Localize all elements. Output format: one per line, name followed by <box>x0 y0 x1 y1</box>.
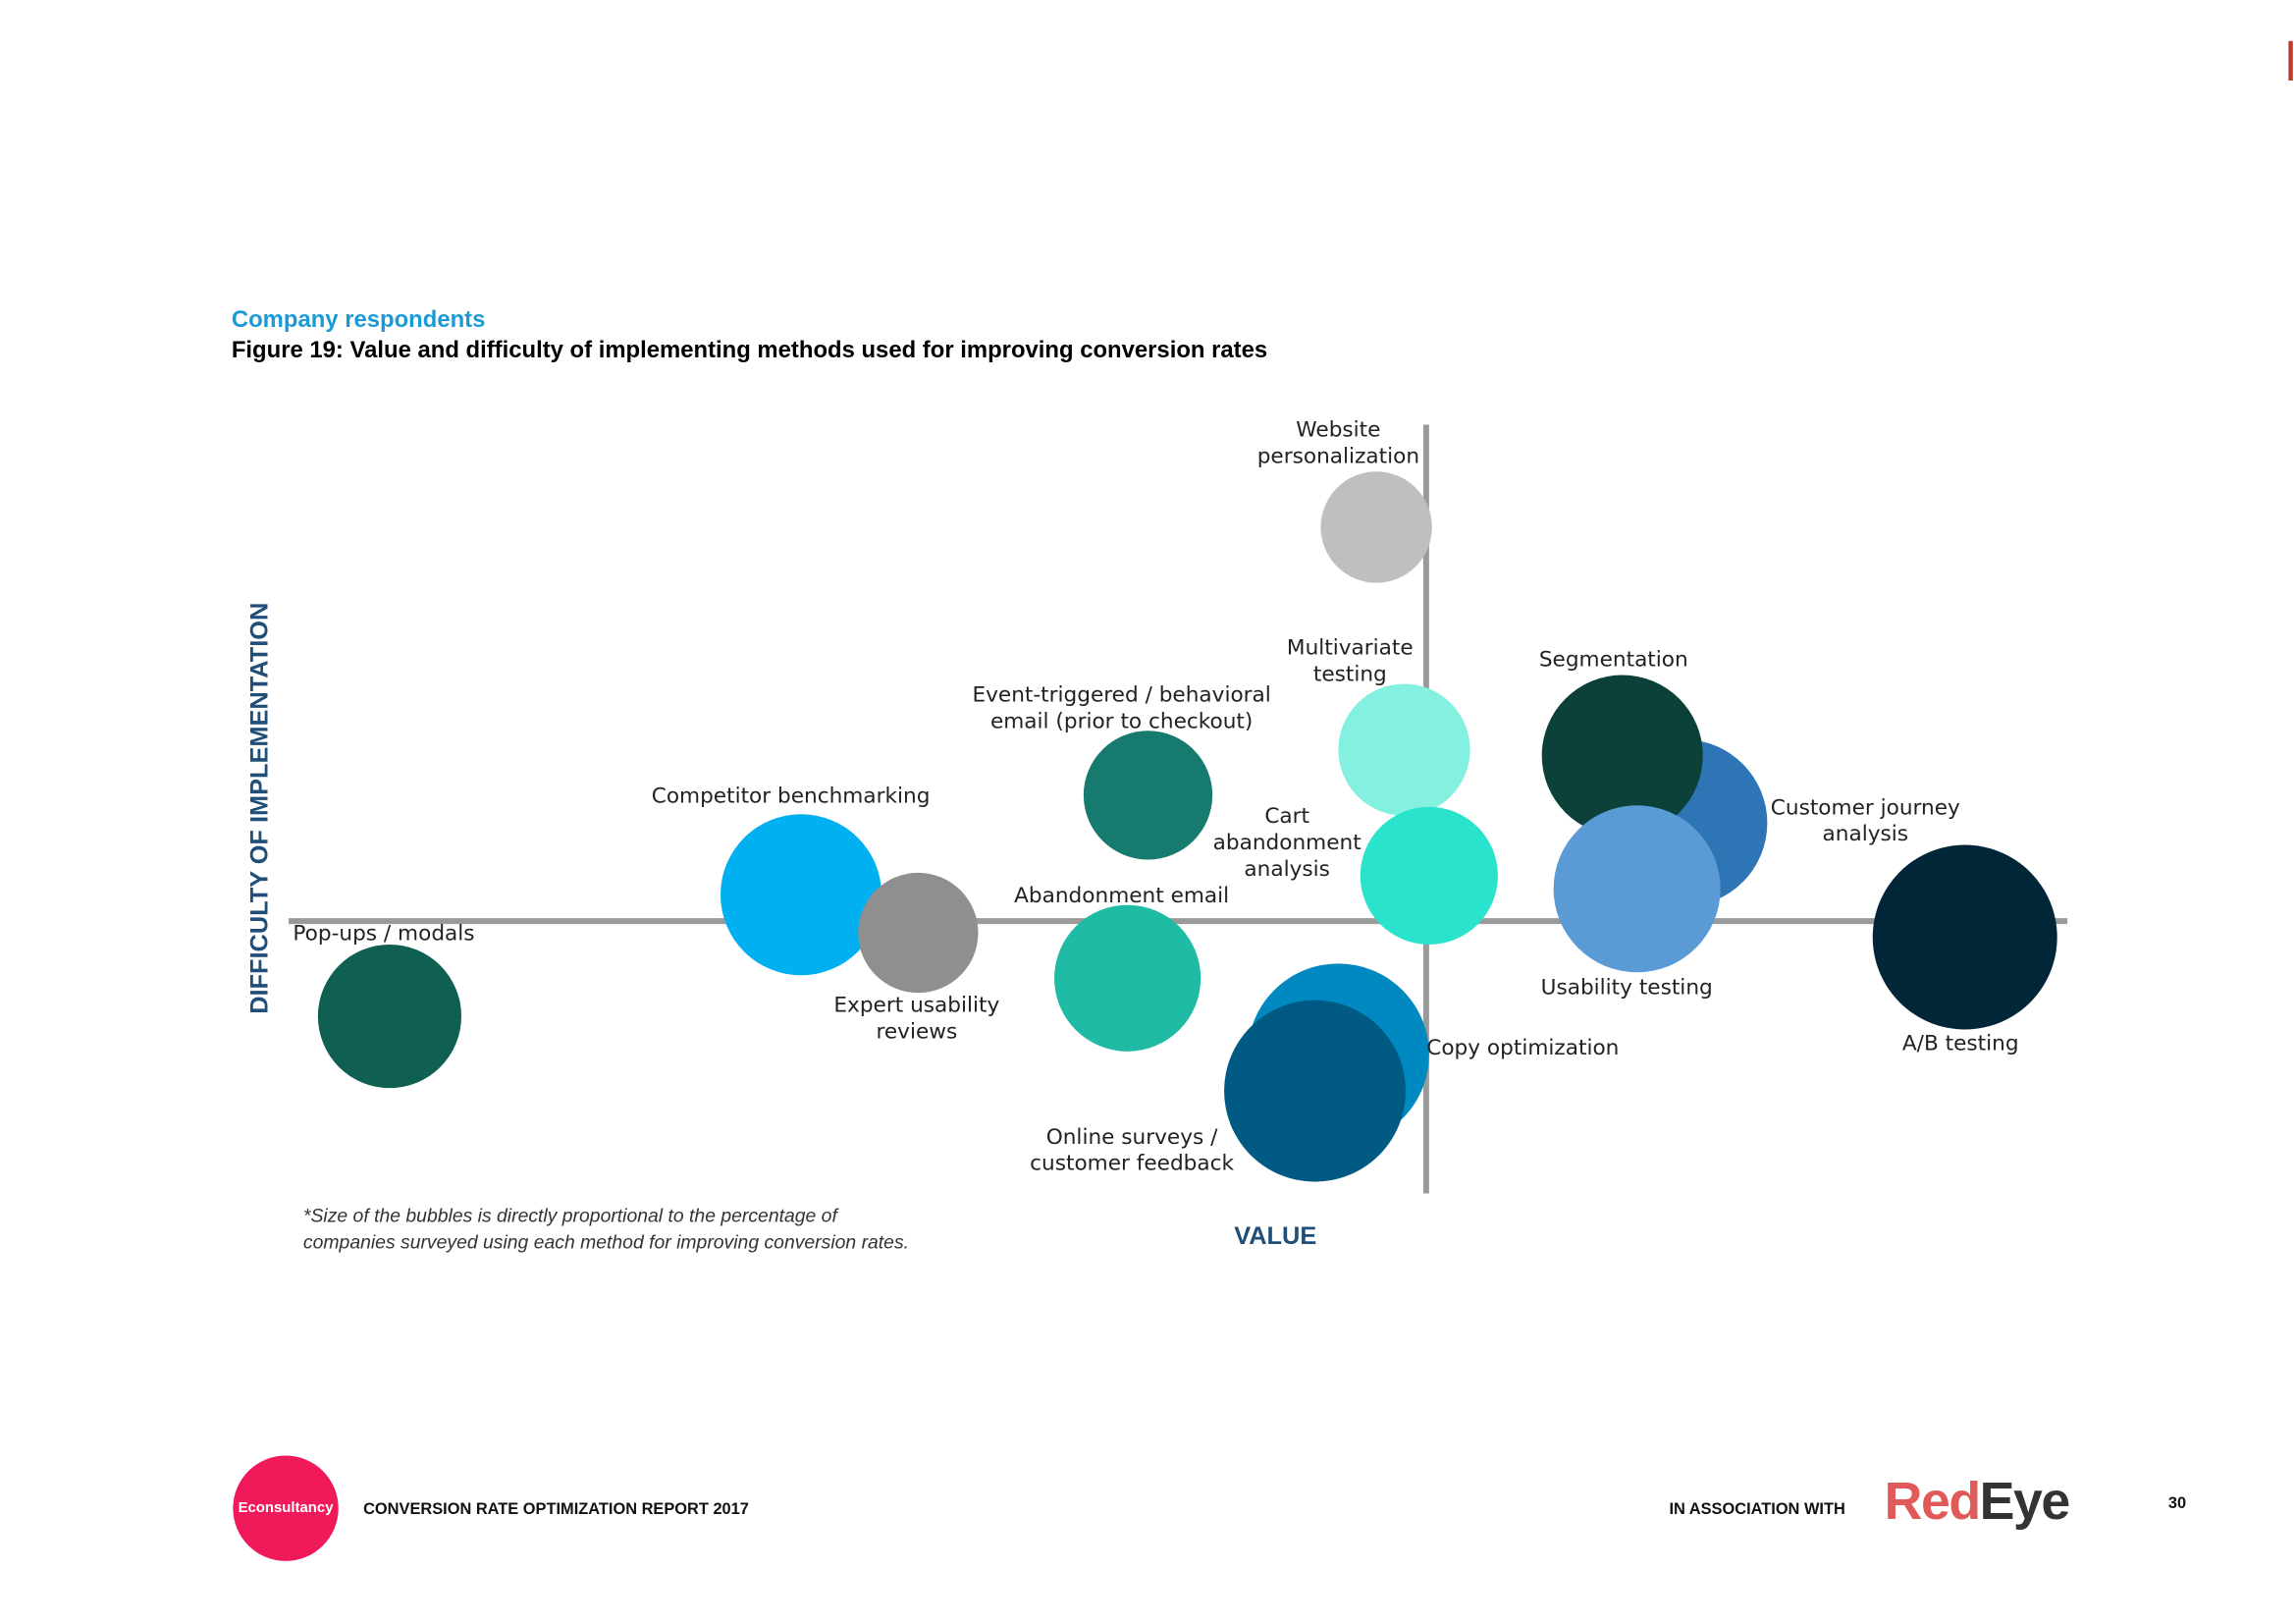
partner-red: Red <box>1885 1472 1980 1531</box>
bubble <box>1338 683 1470 816</box>
x-axis-label: VALUE <box>1234 1222 1316 1250</box>
bubble <box>317 944 462 1089</box>
bubble <box>1224 1000 1406 1182</box>
logo-circle <box>233 1455 339 1561</box>
bubble-label: personalization <box>1257 444 1419 468</box>
bubble-label: analysis <box>1244 857 1330 882</box>
bubble-label: Copy optimization <box>1426 1036 1619 1060</box>
bubble-label: Cart <box>1264 804 1309 829</box>
bubble-label: customer feedback <box>1030 1152 1234 1176</box>
y-axis-label: DIFFICULTY OF IMPLEMENTATION <box>245 603 273 1014</box>
bubble <box>858 872 979 994</box>
bubble-label: testing <box>1313 663 1387 687</box>
edge-mark <box>2288 40 2293 81</box>
footnote: *Size of the bubbles is directly proport… <box>303 1206 840 1227</box>
report-name: CONVERSION RATE OPTIMIZATION REPORT 2017 <box>363 1500 749 1518</box>
bubble-label: Online surveys / <box>1046 1125 1218 1150</box>
bubble-label: Competitor benchmarking <box>652 784 931 808</box>
bubbles <box>317 471 2057 1182</box>
page-number: 30 <box>2168 1494 2186 1512</box>
figure-title: Figure 19: Value and difficulty of imple… <box>232 337 1267 363</box>
bubble-label: Abandonment email <box>1014 884 1229 908</box>
bubble-label: Usability testing <box>1541 976 1713 1001</box>
bubble-label: abandonment <box>1213 831 1362 855</box>
bubble-label: Multivariate <box>1287 636 1414 661</box>
bubble-label: Expert usability <box>833 994 999 1018</box>
bubble-label: Event-triggered / behavioral <box>972 682 1270 707</box>
bubble-label: A/B testing <box>1902 1031 2019 1056</box>
bubble <box>1054 904 1201 1052</box>
bubble <box>1541 675 1703 837</box>
bubble-label: Segmentation <box>1539 648 1688 673</box>
bubble-label: email (prior to checkout) <box>990 709 1253 733</box>
bubble-label: Customer journey <box>1771 795 1960 820</box>
footnote: companies surveyed using each method for… <box>303 1231 909 1253</box>
association: IN ASSOCIATION WITH <box>1669 1500 1844 1518</box>
bubble-label: Pop-ups / modals <box>293 922 474 947</box>
subtitle: Company respondents <box>232 306 486 333</box>
logo-text: Econsultancy <box>239 1500 335 1516</box>
bubble-label: analysis <box>1823 822 1908 846</box>
bubble <box>1083 731 1213 860</box>
bubble <box>721 814 882 976</box>
bubble <box>1320 471 1432 583</box>
partner-eye: Eye <box>1980 1472 2070 1531</box>
bubble <box>1872 844 2057 1030</box>
bubble-label: reviews <box>876 1019 957 1044</box>
bubble <box>1360 806 1498 945</box>
partner-logo: RedEye <box>1885 1472 2070 1531</box>
bubble-label: Website <box>1296 417 1380 442</box>
bubble <box>1553 805 1721 973</box>
